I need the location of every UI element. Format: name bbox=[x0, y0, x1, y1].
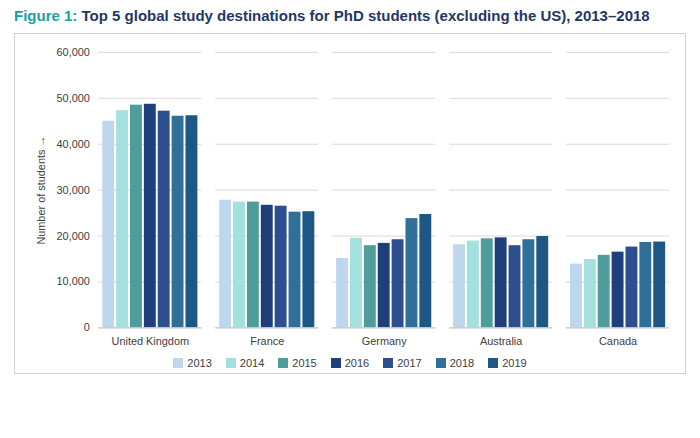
svg-text:50,000: 50,000 bbox=[57, 92, 90, 104]
html-text:2013: 2013 bbox=[187, 357, 212, 370]
svg-text:60,000: 60,000 bbox=[57, 46, 90, 58]
svg-text:Canada: Canada bbox=[599, 335, 638, 347]
html-text:2018: 2018 bbox=[449, 357, 475, 370]
svg-text:France: France bbox=[250, 335, 284, 347]
html-text:2014: 2014 bbox=[239, 357, 265, 370]
svg-text:40,000: 40,000 bbox=[57, 138, 90, 150]
html-text:2017: 2017 bbox=[397, 357, 422, 370]
html-text:Figure 1: Top 5 global study d: Figure 1: Top 5 global study destination… bbox=[14, 7, 650, 24]
html-text:2019: 2019 bbox=[502, 357, 527, 370]
svg-text:United Kingdom: United Kingdom bbox=[112, 335, 190, 347]
svg-text:0: 0 bbox=[84, 321, 90, 333]
svg-text:Number of students →: Number of students → bbox=[35, 136, 47, 245]
html-text:2015: 2015 bbox=[292, 357, 317, 370]
svg-text:Germany: Germany bbox=[362, 335, 407, 347]
svg-text:30,000: 30,000 bbox=[57, 184, 90, 196]
svg-text:20,000: 20,000 bbox=[57, 230, 90, 242]
svg-text:Australia: Australia bbox=[480, 335, 523, 347]
html-text:2016: 2016 bbox=[344, 357, 370, 370]
svg-text:10,000: 10,000 bbox=[57, 275, 90, 287]
